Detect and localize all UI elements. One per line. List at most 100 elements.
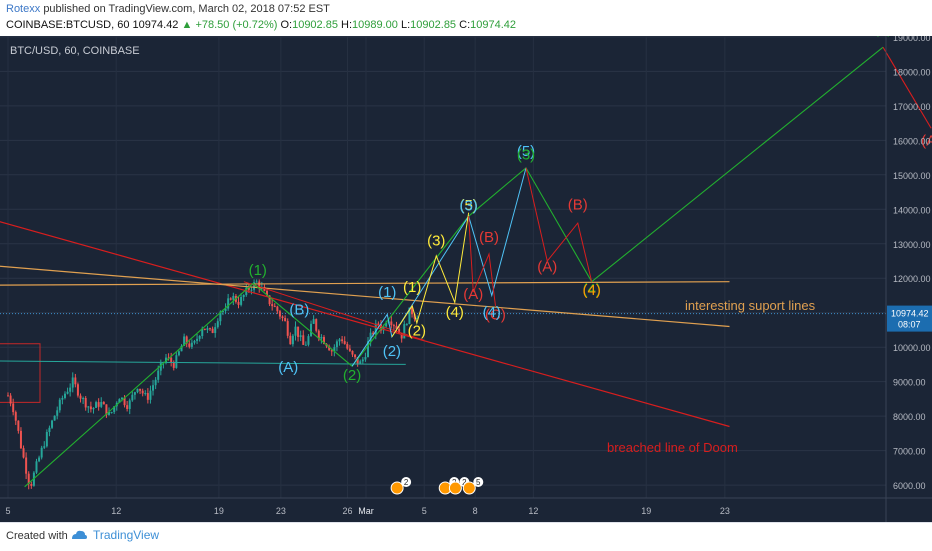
candle-body <box>348 348 351 351</box>
wave-label: (2) <box>343 367 361 384</box>
tradingview-brand[interactable]: TradingView <box>70 528 159 542</box>
candle-body <box>89 406 92 410</box>
candle-body <box>253 282 256 290</box>
candle-body <box>157 370 160 380</box>
candle-body <box>45 432 48 447</box>
candle-body <box>291 335 294 345</box>
candle-body <box>346 344 349 349</box>
candle-body <box>294 326 297 336</box>
y-tick-label: 9000.00 <box>893 378 926 388</box>
candle-body <box>133 392 136 395</box>
candle-body <box>240 297 243 305</box>
last-price: 10974.42 <box>132 19 179 31</box>
candle-body <box>385 323 388 327</box>
candle-body <box>266 290 268 296</box>
candle-body <box>237 301 240 305</box>
event-count-label: 5 <box>476 478 481 487</box>
high-label: H: <box>341 19 353 31</box>
y-tick-label: 17000.00 <box>893 102 931 112</box>
candle-body <box>343 341 346 345</box>
candle-body <box>38 457 41 462</box>
candle-body <box>175 355 178 368</box>
line-of-doom <box>0 221 730 428</box>
wave-label: (3) <box>427 232 445 249</box>
candle-body <box>271 304 274 307</box>
red-correction-end <box>882 46 932 129</box>
candle-body <box>263 286 266 291</box>
ohlc-line: COINBASE:BTCUSD, 60 10974.42 ▲ +78.50 (+… <box>6 19 516 31</box>
red-abc-1 <box>468 216 496 306</box>
candle-body <box>232 295 235 300</box>
candle-body <box>183 336 186 346</box>
chart-svg[interactable]: (1)(2)(B)(A)(1)(2)(1)(2)(3)(4)(5)(3)(A)(… <box>0 20 932 522</box>
x-tick-label: 12 <box>111 506 121 516</box>
candle-body <box>302 335 305 345</box>
candle-body <box>278 311 281 317</box>
candle-body <box>177 351 180 356</box>
candle-body <box>377 323 380 325</box>
candle-body <box>131 394 134 401</box>
open-value: 10902.85 <box>292 19 338 31</box>
candle-body <box>289 335 292 345</box>
x-tick-label: 19 <box>214 506 224 516</box>
candle-body <box>9 395 12 404</box>
candle-body <box>118 399 121 403</box>
candle-body <box>43 446 46 448</box>
candle-body <box>416 318 419 320</box>
wave-label: (3) <box>517 146 535 163</box>
author-link[interactable]: Rotexx <box>6 3 41 15</box>
red-trend-segment <box>243 281 425 341</box>
candle-body <box>341 339 344 342</box>
candle-body <box>22 448 25 458</box>
candle-body <box>390 321 393 326</box>
candle-body <box>27 473 30 485</box>
candle-body <box>146 393 149 400</box>
x-tick-label: 5 <box>5 506 10 516</box>
candle-body <box>87 406 90 408</box>
last-price-tag <box>887 305 932 332</box>
candle-body <box>206 328 209 330</box>
event-flag-icon[interactable] <box>462 481 476 495</box>
candle-body <box>395 325 398 329</box>
candle-body <box>105 404 108 415</box>
candle-body <box>79 395 82 399</box>
candle-body <box>172 362 175 368</box>
x-tick-label: 5 <box>422 506 427 516</box>
symbol-label: COINBASE:BTCUSD, 60 <box>6 19 130 31</box>
candle-body <box>25 457 28 474</box>
candle-body <box>369 332 372 342</box>
y-tick-label: 13000.00 <box>893 240 931 250</box>
candle-body <box>320 337 323 339</box>
wave-label: (5) <box>874 36 892 37</box>
candle-body <box>255 281 258 283</box>
candle-body <box>315 319 318 331</box>
event-flag-icon[interactable] <box>448 481 462 495</box>
candle-body <box>209 328 212 330</box>
candle-body <box>224 308 227 311</box>
zone-box <box>0 343 41 403</box>
event-flag-icon[interactable] <box>390 481 404 495</box>
candle-body <box>382 326 385 331</box>
wave-label: (3) <box>459 198 477 215</box>
candle-body <box>53 415 56 421</box>
candle-body <box>61 397 64 400</box>
candle-body <box>351 350 354 355</box>
candle-body <box>307 336 310 345</box>
chart-area[interactable]: (1) (2) (B) (A) (1) (2) (1) (2) (3) (4) (5) (3) (A)(… <box>0 20 932 522</box>
wave-label: (B) <box>479 229 499 246</box>
candle-body <box>63 393 66 398</box>
candle-body <box>51 420 54 428</box>
x-tick-label: 23 <box>720 506 730 516</box>
candle-body <box>227 298 230 309</box>
wave-label: (2) <box>383 343 401 360</box>
candle-body <box>84 398 87 408</box>
support-line-descending <box>0 265 730 328</box>
wave-label: (4) <box>483 304 501 321</box>
candle-body <box>398 328 401 334</box>
candle-body <box>276 306 279 312</box>
candle-body <box>211 328 214 333</box>
candle-body <box>152 385 155 391</box>
tradingview-logo-icon <box>72 530 87 539</box>
candle-body <box>322 337 325 344</box>
candle-body <box>214 327 217 333</box>
